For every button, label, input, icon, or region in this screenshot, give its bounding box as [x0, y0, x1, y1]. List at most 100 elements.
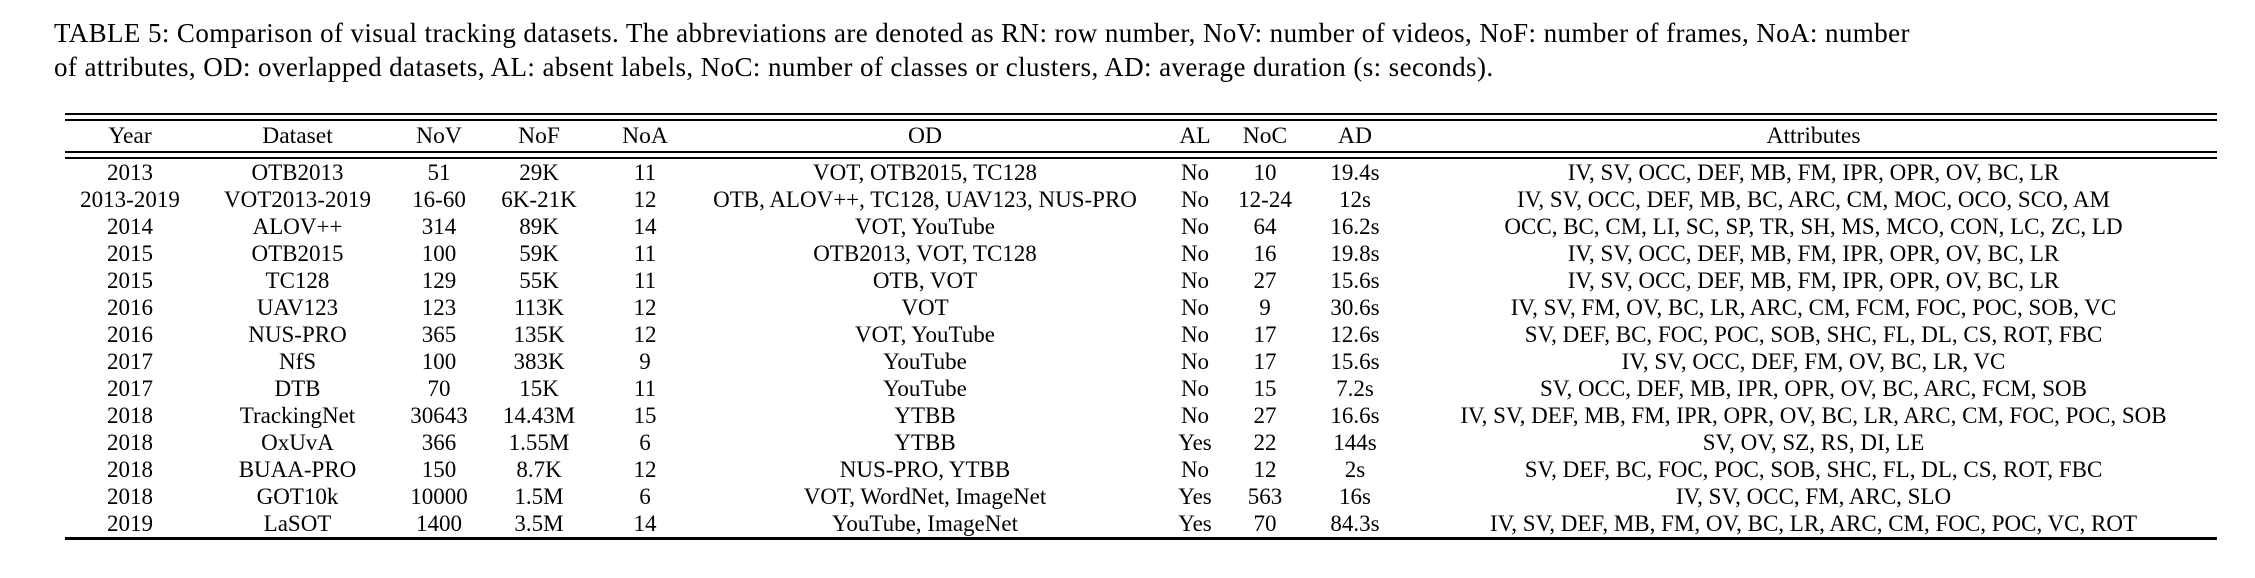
table-cell: 27 [1253, 267, 1277, 293]
column-header-nof: NoF [518, 122, 560, 149]
table-caption: TABLE 5: Comparison of visual tracking d… [54, 16, 2210, 84]
table-cell: 129 [421, 267, 457, 293]
column-header-noa: NoA [622, 122, 668, 149]
table-cell: IV, SV, DEF, MB, FM, OV, BC, LR, ARC, CM… [1489, 510, 2138, 536]
table-cell: Yes [1178, 510, 1212, 536]
table-cell: UAV123 [256, 294, 339, 320]
table-cell: NfS [278, 348, 317, 374]
table-cell: 12 [633, 294, 657, 320]
table-cell: 144s [1333, 429, 1377, 455]
table-row: 2017 DTB 70 15K 11 YouTube No 15 7.2s SV, OCC, DE… [65, 375, 2217, 402]
table-cell: 2017 [107, 375, 153, 401]
table-cell: 29K [519, 159, 559, 185]
table-cell: 113K [513, 294, 565, 320]
table-cell: 563 [1247, 483, 1283, 509]
table-cell: 15.6s [1330, 267, 1380, 293]
table-cell: VOT, OTB2015, TC128 [812, 159, 1038, 185]
table-cell: 150 [421, 456, 457, 482]
table-cell: 9 [1259, 294, 1271, 320]
table-cell: OCC, BC, CM, LI, SC, SP, TR, SH, MS, MCO… [1504, 213, 2123, 239]
table-cell: 16s [1339, 483, 1371, 509]
table-cell: 15.6s [1330, 348, 1380, 374]
table-cell: 2015 [107, 240, 153, 266]
table-cell: 9 [639, 348, 651, 374]
table-cell: No [1180, 348, 1210, 374]
table-cell: TrackingNet [239, 402, 356, 428]
table-cell: Yes [1178, 429, 1212, 455]
table-cell: 16.6s [1330, 402, 1380, 428]
table-cell: 14 [633, 213, 657, 239]
table-cell: ALOV++ [252, 213, 343, 239]
table-cell: No [1180, 321, 1210, 347]
table-row: 2017 NfS 100 383K 9 YouTube No 17 15.6s IV, SV, O… [65, 348, 2217, 375]
column-header-nov: NoV [416, 122, 462, 149]
table-top-rule [65, 113, 2217, 121]
table-cell: 64 [1253, 213, 1277, 239]
table-cell: 2018 [107, 402, 153, 428]
table-cell: 11 [633, 375, 657, 401]
column-header-ad: AD [1338, 122, 1372, 149]
table-row: 2018 BUAA-PRO 150 8.7K 12 NUS-PRO, YTBB No 12 2s… [65, 456, 2217, 483]
table-cell: 11 [633, 267, 657, 293]
caption-line-2: of attributes, OD: overlapped datasets, … [54, 52, 1494, 82]
table-cell: YTBB [894, 402, 956, 428]
table-row: 2019 LaSOT 1400 3.5M 14 YouTube, ImageNet Yes 7… [65, 510, 2217, 537]
table-row: 2015 TC128 129 55K 11 OTB, VOT No 27 15.6s IV, SV… [65, 267, 2217, 294]
table-cell: 51 [427, 159, 451, 185]
table-cell: 12.6s [1330, 321, 1380, 347]
table-cell: LaSOT [263, 510, 332, 536]
table-cell: OTB2015 [251, 240, 344, 266]
table-cell: No [1180, 213, 1210, 239]
table-cell: DTB [274, 375, 321, 401]
table-cell: Yes [1178, 483, 1212, 509]
table-cell: 19.8s [1330, 240, 1380, 266]
table-cell: 6 [639, 483, 651, 509]
table-cell: 59K [519, 240, 559, 266]
column-header-attributes: Attributes [1766, 122, 1861, 149]
table-cell: 70 [1253, 510, 1277, 536]
table-cell: 366 [421, 429, 457, 455]
table-cell: OxUvA [261, 429, 334, 455]
table-cell: IV, SV, FM, OV, BC, LR, ARC, CM, FCM, FO… [1510, 294, 2117, 320]
table-cell: IV, SV, DEF, MB, FM, IPR, OPR, OV, BC, L… [1460, 402, 2167, 428]
table-cell: 12 [633, 456, 657, 482]
table-cell: VOT, YouTube [855, 213, 995, 239]
table-cell: 11 [633, 159, 657, 185]
table-cell: 135K [513, 321, 565, 347]
table-cell: 8.7K [516, 456, 562, 482]
table-cell: OTB, ALOV++, TC128, UAV123, NUS-PRO [713, 186, 1137, 212]
table-cell: No [1180, 267, 1210, 293]
header-table: Year Dataset NoV NoF NoA OD AL NoC AD Attributes [65, 121, 2217, 151]
body-table: 2013 OTB2013 51 29K 11 VOT, OTB2015, TC128 No 1… [65, 159, 2217, 537]
table-cell: YTBB [894, 429, 956, 455]
table-cell: YouTube [883, 375, 967, 401]
table-cell: 17 [1253, 348, 1277, 374]
table-cell: 6 [639, 429, 651, 455]
table-cell: 27 [1253, 402, 1277, 428]
table-cell: 1400 [416, 510, 462, 536]
table-cell: 2019 [107, 510, 153, 536]
table-cell: 2013-2019 [80, 186, 180, 212]
table-row: 2013 OTB2013 51 29K 11 VOT, OTB2015, TC128 No 1… [65, 159, 2217, 186]
table-cell: 10 [1253, 159, 1277, 185]
table-row: 2013-2019 VOT2013-2019 16-60 6K-21K 12 OTB, A… [65, 186, 2217, 213]
table-cell: 2018 [107, 429, 153, 455]
table-cell: 365 [421, 321, 457, 347]
column-header-dataset: Dataset [262, 122, 333, 149]
table-cell: VOT [901, 294, 949, 320]
table-cell: No [1180, 294, 1210, 320]
table-cell: 12s [1339, 186, 1371, 212]
table-bottom-rule [65, 537, 2217, 540]
table-cell: 2s [1344, 456, 1366, 482]
table-cell: VOT2013-2019 [224, 186, 371, 212]
table-cell: TC128 [265, 267, 330, 293]
table-cell: 2015 [107, 267, 153, 293]
table-cell: 123 [421, 294, 457, 320]
column-header-al: AL [1179, 122, 1211, 149]
table-cell: 2013 [107, 159, 153, 185]
table-cell: 100 [421, 348, 457, 374]
table-cell: NUS-PRO [248, 321, 347, 347]
table-row: 2018 OxUvA 366 1.55M 6 YTBB Yes 22 144s SV, OV, S… [65, 429, 2217, 456]
table-cell: BUAA-PRO [238, 456, 357, 482]
table-cell: No [1180, 402, 1210, 428]
